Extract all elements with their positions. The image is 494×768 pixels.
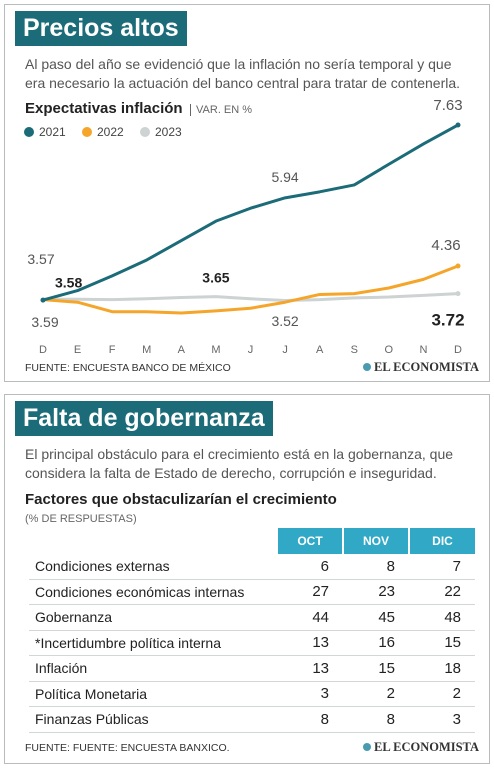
column-header: OCT	[276, 528, 343, 554]
row-label: Política Monetaria	[29, 681, 277, 707]
data-label: 5.94	[271, 169, 298, 185]
point-marker	[455, 291, 461, 297]
cell-value: 13	[277, 630, 343, 656]
table-row: Finanzas Públicas 8 8 3	[29, 706, 475, 733]
point-marker	[455, 263, 461, 269]
cell-value: 8	[343, 706, 409, 733]
factors-table: OCT NOV DIC Condiciones externas 6 8 7 Condicio…	[29, 528, 475, 733]
x-tick-label: D	[454, 344, 462, 356]
chart-heading: Expectativas inflación VAR. EN %	[25, 100, 253, 118]
data-label: 4.36	[431, 237, 460, 254]
legend-label: 2022	[97, 125, 124, 139]
section-prices: Precios altos Al paso del año se evidenc…	[4, 4, 490, 382]
legend-swatch	[82, 127, 92, 137]
row-label: Condiciones económicas internas	[29, 579, 277, 605]
row-label: Finanzas Públicas	[29, 706, 277, 733]
cell-value: 18	[409, 655, 475, 682]
row-label: Inflación	[29, 655, 277, 682]
x-tick-label: J	[248, 344, 254, 356]
cell-value: 15	[409, 630, 475, 656]
x-tick-label: N	[419, 344, 427, 356]
cell-value: 8	[343, 553, 409, 580]
cell-value: 7	[409, 553, 475, 580]
cell-value: 3	[409, 706, 475, 733]
point-marker	[455, 122, 461, 128]
section-title: Precios altos	[15, 11, 187, 46]
table-row: Política Monetaria 3 2 2	[29, 681, 475, 707]
unit-label: (% DE RESPUESTAS)	[25, 513, 137, 525]
brand: EL ECONOMISTA	[363, 360, 479, 375]
table-row: *Incertidumbre política interna 13 16 15	[29, 630, 475, 656]
legend-swatch	[24, 127, 34, 137]
cell-value: 6	[277, 553, 343, 580]
data-label: 3.57	[27, 251, 54, 267]
x-tick-label: M	[142, 344, 151, 356]
legend-label: 2023	[155, 125, 182, 139]
legend-label: 2021	[39, 125, 66, 139]
header-row: OCT NOV DIC	[29, 528, 475, 554]
data-label: 3.65	[202, 270, 229, 286]
header-blank	[29, 528, 277, 554]
line-series	[43, 292, 459, 302]
cell-value: 44	[277, 604, 343, 631]
cell-value: 2	[343, 681, 409, 707]
row-label: Gobernanza	[29, 604, 277, 631]
x-tick-label: S	[351, 344, 358, 356]
point-marker	[40, 297, 46, 303]
x-tick-label: M	[211, 344, 220, 356]
column-header: NOV	[342, 528, 409, 554]
table-row: Inflación 13 15 18	[29, 655, 475, 682]
cell-value: 2	[409, 681, 475, 707]
source: FUENTE: FUENTE: ENCUESTA BANXICO.	[25, 742, 230, 754]
line-series	[42, 123, 459, 302]
section-governance: Falta de gobernanza El principal obstácu…	[4, 394, 490, 764]
unit-label: VAR. EN %	[190, 104, 253, 116]
x-tick-label: D	[39, 344, 47, 356]
cell-value: 23	[343, 579, 409, 605]
data-label: 3.72	[431, 311, 464, 330]
row-label: *Incertidumbre política interna	[29, 630, 277, 656]
x-tick-label: O	[385, 344, 394, 356]
cell-value: 27	[277, 579, 343, 605]
x-tick-label: E	[74, 344, 81, 356]
cell-value: 45	[343, 604, 409, 631]
column-header: DIC	[408, 528, 475, 554]
chart-title: Expectativas inflación	[25, 100, 183, 117]
data-label: 7.63	[433, 97, 462, 114]
cell-value: 22	[409, 579, 475, 605]
section-description: Al paso del año se evidenció que la infl…	[25, 56, 461, 91]
data-label: 3.52	[271, 313, 298, 329]
cell-value: 8	[277, 706, 343, 733]
source: FUENTE: ENCUESTA BANCO DE MÉXICO	[25, 362, 231, 374]
row-label: Condiciones externas	[29, 553, 277, 580]
cell-value: 48	[409, 604, 475, 631]
section-description: El principal obstáculo para el crecimien…	[25, 446, 454, 481]
cell-value: 3	[277, 681, 343, 707]
data-label: 3.58	[55, 275, 82, 291]
line-series	[42, 264, 459, 315]
section-title: Falta de gobernanza	[15, 401, 273, 436]
cell-value: 16	[343, 630, 409, 656]
x-tick-label: F	[109, 344, 116, 356]
line-chart: 2021 2022 2023 D E F M A M J J A S O N D 3.57 5.94 7.63 3.5…	[24, 97, 465, 356]
x-tick-label: A	[178, 344, 186, 356]
table-row: Condiciones externas 6 8 7	[29, 553, 475, 580]
table-row: Condiciones económicas internas 27 23 22	[29, 579, 475, 605]
table-row: Gobernanza 44 45 48	[29, 604, 475, 631]
cell-value: 15	[343, 655, 409, 682]
data-label: 3.59	[31, 314, 58, 330]
table-title: Factores que obstaculizarían el crecimie…	[25, 491, 337, 508]
cell-value: 13	[277, 655, 343, 682]
x-tick-label: J	[282, 344, 288, 356]
brand: EL ECONOMISTA	[363, 740, 479, 755]
x-tick-label: A	[316, 344, 324, 356]
legend-swatch	[140, 127, 150, 137]
